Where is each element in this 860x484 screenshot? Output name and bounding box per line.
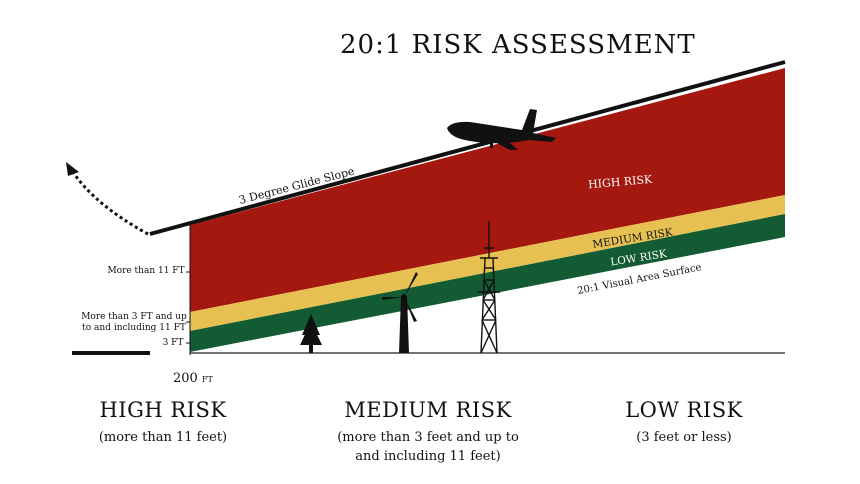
side-label-low-text: 3 FT bbox=[162, 338, 184, 348]
legend-low-desc: (3 feet or less) bbox=[636, 430, 732, 445]
legend-medium: MEDIUM RISK (more than 3 feet and up to … bbox=[298, 398, 558, 466]
side-label-high-text: More than 11 FT bbox=[107, 266, 185, 276]
distance-value: 200 bbox=[173, 371, 198, 386]
side-label-high: More than 11 FT bbox=[104, 266, 188, 277]
high-risk-zone bbox=[190, 68, 785, 312]
legend-low-heading: LOW RISK bbox=[625, 398, 743, 422]
page-title: 20:1 RISK ASSESSMENT bbox=[340, 30, 696, 60]
legend-high-desc: (more than 11 feet) bbox=[98, 430, 228, 445]
legend-medium-heading: MEDIUM RISK bbox=[344, 398, 512, 422]
legend-high-heading: HIGH RISK bbox=[99, 398, 227, 422]
low-risk-zone bbox=[190, 214, 785, 352]
wind-turbine-icon bbox=[382, 272, 418, 353]
legend-low: LOW RISK (3 feet or less) bbox=[554, 398, 814, 447]
arrowhead-icon bbox=[66, 162, 79, 176]
high-risk-zone-label: HIGH RISK bbox=[588, 173, 654, 192]
airplane-icon bbox=[447, 109, 556, 150]
side-label-medium-line2: to and including 11 FT bbox=[82, 323, 186, 333]
legend-medium-desc-line2: and including 11 feet) bbox=[355, 449, 501, 464]
legend-high: HIGH RISK (more than 11 feet) bbox=[33, 398, 293, 447]
side-label-low: 3 FT bbox=[158, 338, 188, 349]
distance-label: 200 FT bbox=[173, 371, 213, 386]
side-label-medium-line1: More than 3 FT and up bbox=[81, 312, 187, 322]
tower-icon bbox=[478, 221, 500, 354]
legend-medium-desc-line1: (more than 3 feet and up to bbox=[337, 430, 519, 445]
distance-unit: FT bbox=[201, 375, 213, 384]
glide-slope-line bbox=[149, 60, 786, 236]
medium-risk-zone bbox=[190, 195, 785, 331]
go-around-arrow bbox=[71, 171, 149, 236]
tree-icon bbox=[300, 314, 322, 353]
side-label-medium: More than 3 FT and up to and including 1… bbox=[76, 312, 192, 334]
